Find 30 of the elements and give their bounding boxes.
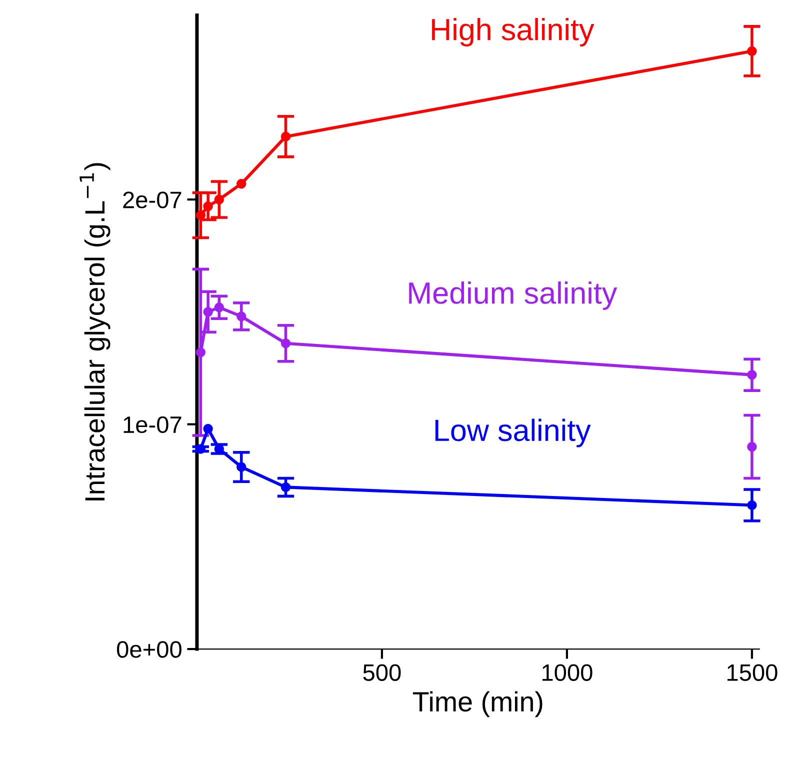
point bbox=[196, 444, 206, 454]
point bbox=[236, 178, 246, 189]
y-tick-label: 2e-07 bbox=[123, 192, 182, 208]
y-tick-label: 0e+00 bbox=[116, 641, 182, 658]
y-tick-label: 1e-07 bbox=[124, 416, 182, 434]
point bbox=[236, 462, 246, 472]
point bbox=[280, 132, 291, 142]
point bbox=[203, 424, 213, 434]
x-tick-label: 1000 bbox=[542, 664, 592, 681]
point bbox=[280, 482, 291, 492]
point bbox=[747, 46, 757, 56]
x-axis-title: Time (min) bbox=[412, 691, 542, 718]
point bbox=[747, 442, 757, 452]
point bbox=[214, 444, 224, 454]
point bbox=[747, 500, 757, 510]
y-axis-title: Intracellular glycerol (g.L$^{−1}$) bbox=[80, 163, 110, 500]
point bbox=[196, 210, 206, 220]
point bbox=[236, 312, 246, 322]
x-tick-label: 500 bbox=[363, 664, 401, 681]
point bbox=[747, 370, 757, 380]
point bbox=[203, 307, 213, 317]
point bbox=[214, 302, 224, 312]
point bbox=[214, 194, 224, 204]
x-tick-label: 1500 bbox=[728, 664, 778, 681]
series-label: Low salinity bbox=[435, 418, 591, 448]
series-label: Medium salinity bbox=[409, 281, 618, 310]
point bbox=[280, 338, 291, 348]
point bbox=[196, 347, 206, 358]
series-label: High salinity bbox=[432, 18, 594, 46]
point bbox=[203, 201, 213, 212]
